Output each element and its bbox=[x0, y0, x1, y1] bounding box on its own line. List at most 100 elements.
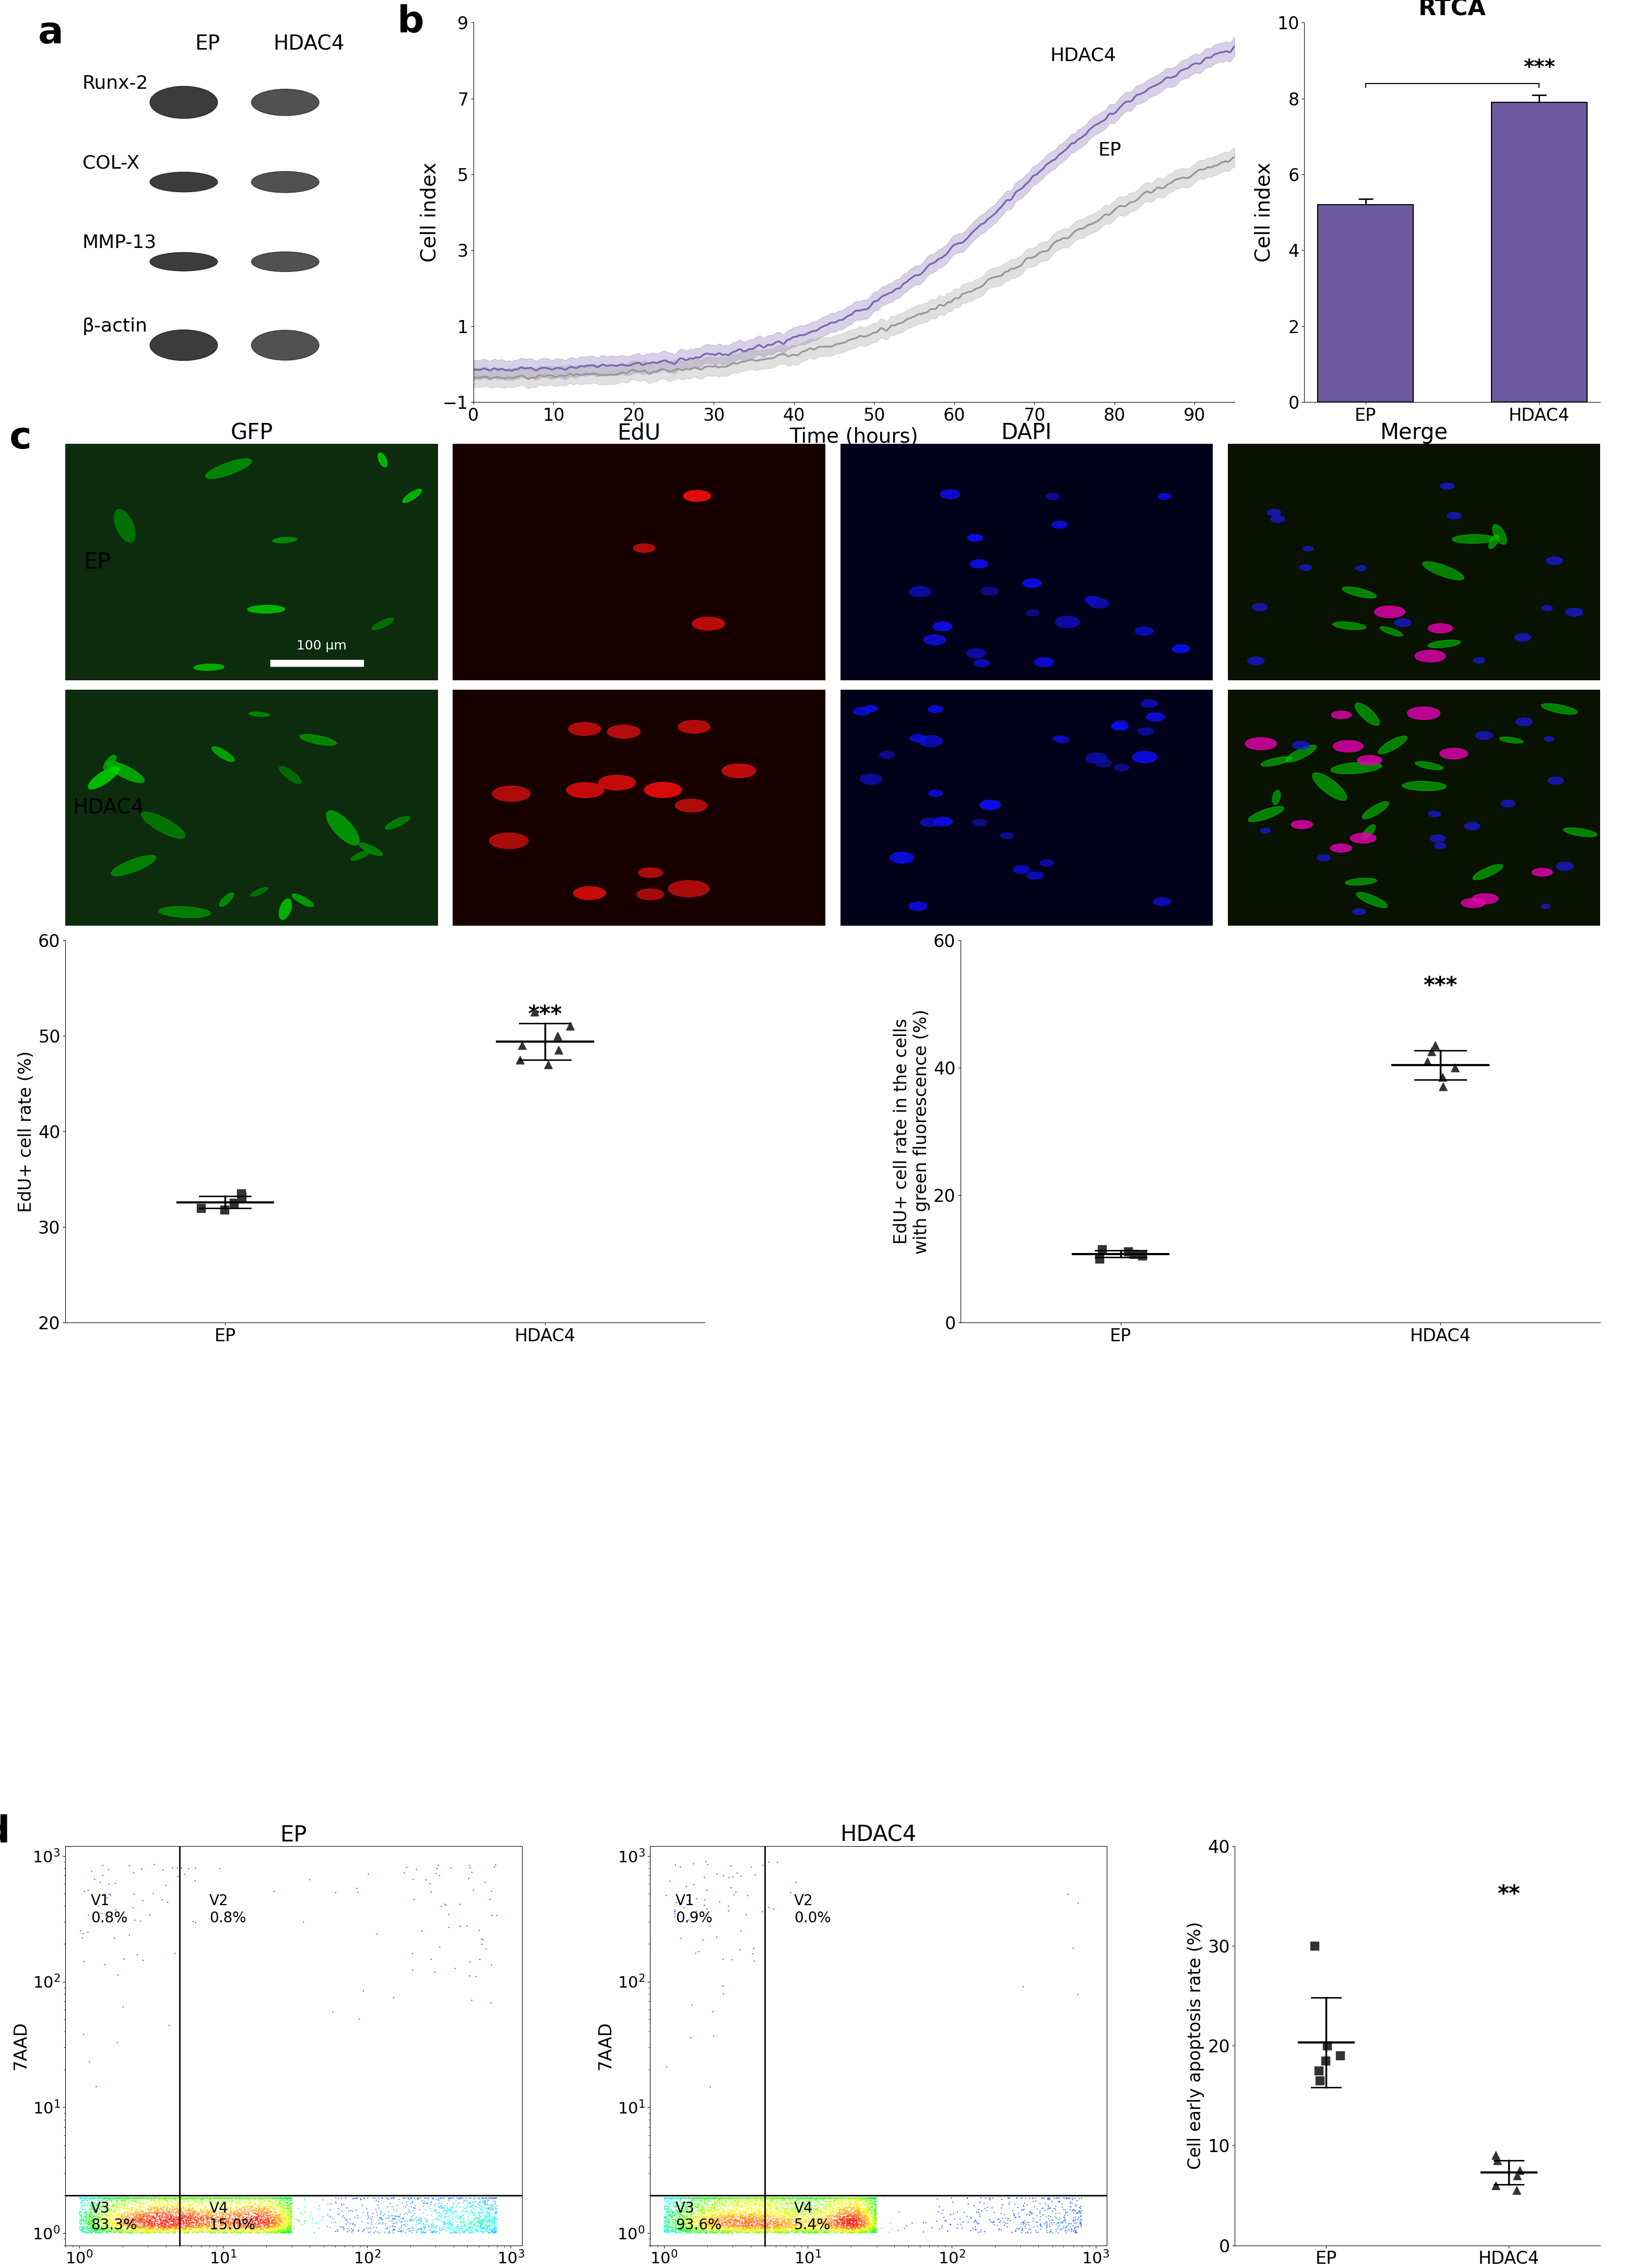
Point bbox=[202, 2180, 229, 2216]
Point bbox=[820, 2182, 846, 2218]
Point bbox=[122, 2211, 149, 2248]
Point bbox=[1483, 2136, 1509, 2173]
Point bbox=[1066, 2204, 1092, 2241]
Point bbox=[475, 2191, 501, 2227]
Point bbox=[247, 2214, 273, 2250]
Point bbox=[790, 2193, 816, 2229]
Point bbox=[735, 2198, 761, 2234]
Point bbox=[818, 2195, 844, 2232]
Point bbox=[849, 2211, 875, 2248]
Point bbox=[185, 2209, 211, 2245]
Point bbox=[465, 2204, 492, 2241]
Point bbox=[750, 2202, 776, 2239]
Point bbox=[777, 2184, 803, 2220]
Point bbox=[861, 2180, 887, 2216]
Point bbox=[834, 2182, 861, 2218]
Point bbox=[121, 2180, 147, 2216]
Point bbox=[852, 2214, 879, 2250]
Point bbox=[157, 2207, 183, 2243]
Point bbox=[191, 2202, 217, 2239]
Point bbox=[679, 2211, 705, 2248]
Point bbox=[848, 2195, 874, 2232]
Point bbox=[405, 2182, 431, 2218]
Point bbox=[139, 2189, 165, 2225]
Point bbox=[230, 2180, 256, 2216]
Point bbox=[694, 2195, 720, 2232]
Point bbox=[828, 2180, 854, 2216]
Point bbox=[710, 2207, 736, 2243]
Point bbox=[145, 2195, 171, 2232]
Point bbox=[852, 2202, 879, 2239]
Point bbox=[227, 2195, 253, 2232]
Point bbox=[691, 1860, 717, 1896]
Point bbox=[653, 2186, 679, 2223]
Point bbox=[859, 2209, 885, 2245]
Point bbox=[266, 2207, 292, 2243]
Point bbox=[702, 2202, 728, 2239]
Point bbox=[709, 2202, 735, 2239]
Point bbox=[418, 2184, 444, 2220]
Point bbox=[95, 2214, 121, 2250]
Point bbox=[194, 2198, 220, 2234]
Point bbox=[90, 2198, 116, 2234]
Point bbox=[216, 2184, 242, 2220]
Point bbox=[777, 2198, 803, 2234]
Point bbox=[771, 2202, 797, 2239]
Point bbox=[286, 2202, 312, 2239]
Point bbox=[719, 2191, 745, 2227]
Point bbox=[697, 2211, 723, 2248]
Point bbox=[738, 2209, 764, 2245]
Point bbox=[137, 2189, 163, 2225]
Point bbox=[185, 2200, 211, 2236]
Point bbox=[792, 2180, 818, 2216]
Point bbox=[269, 2200, 296, 2236]
Point bbox=[122, 2186, 149, 2223]
Point bbox=[808, 2209, 834, 2245]
Point bbox=[188, 2209, 214, 2245]
Point bbox=[704, 2180, 730, 2216]
Point bbox=[849, 2180, 875, 2216]
Point bbox=[743, 2184, 769, 2220]
Point bbox=[157, 2214, 183, 2250]
Point bbox=[87, 2182, 113, 2218]
Point bbox=[149, 2189, 175, 2225]
Point bbox=[220, 2207, 247, 2243]
Point bbox=[830, 2180, 856, 2216]
Point bbox=[753, 2211, 779, 2248]
Point bbox=[805, 2180, 831, 2216]
Point bbox=[268, 2195, 294, 2232]
Point bbox=[418, 2198, 444, 2234]
Point bbox=[271, 2211, 297, 2248]
Point bbox=[265, 2180, 291, 2216]
Point bbox=[467, 2198, 493, 2234]
Point bbox=[77, 2180, 103, 2216]
Point bbox=[818, 2180, 844, 2216]
Point bbox=[653, 2193, 679, 2229]
Point bbox=[750, 2184, 776, 2220]
Point bbox=[745, 2200, 771, 2236]
Point bbox=[789, 2191, 815, 2227]
Point bbox=[1016, 2180, 1042, 2216]
Point bbox=[266, 2186, 292, 2223]
Point bbox=[444, 2211, 470, 2248]
Point bbox=[230, 2195, 256, 2232]
Point bbox=[225, 2198, 251, 2234]
Point bbox=[101, 2209, 127, 2245]
Point bbox=[751, 2209, 777, 2245]
Point bbox=[276, 2207, 302, 2243]
Point bbox=[671, 2193, 697, 2229]
Point bbox=[80, 2198, 106, 2234]
Point bbox=[753, 2193, 779, 2229]
Point bbox=[111, 2209, 137, 2245]
Point bbox=[462, 2211, 488, 2248]
Point bbox=[808, 2209, 834, 2245]
Point bbox=[132, 2209, 158, 2245]
Point bbox=[477, 2180, 503, 2216]
Point bbox=[812, 2191, 838, 2227]
Point bbox=[784, 2211, 810, 2248]
Point bbox=[715, 2214, 741, 2250]
Point bbox=[653, 2204, 679, 2241]
Point bbox=[461, 2214, 487, 2250]
Point bbox=[475, 2202, 501, 2239]
Point bbox=[155, 2198, 181, 2234]
